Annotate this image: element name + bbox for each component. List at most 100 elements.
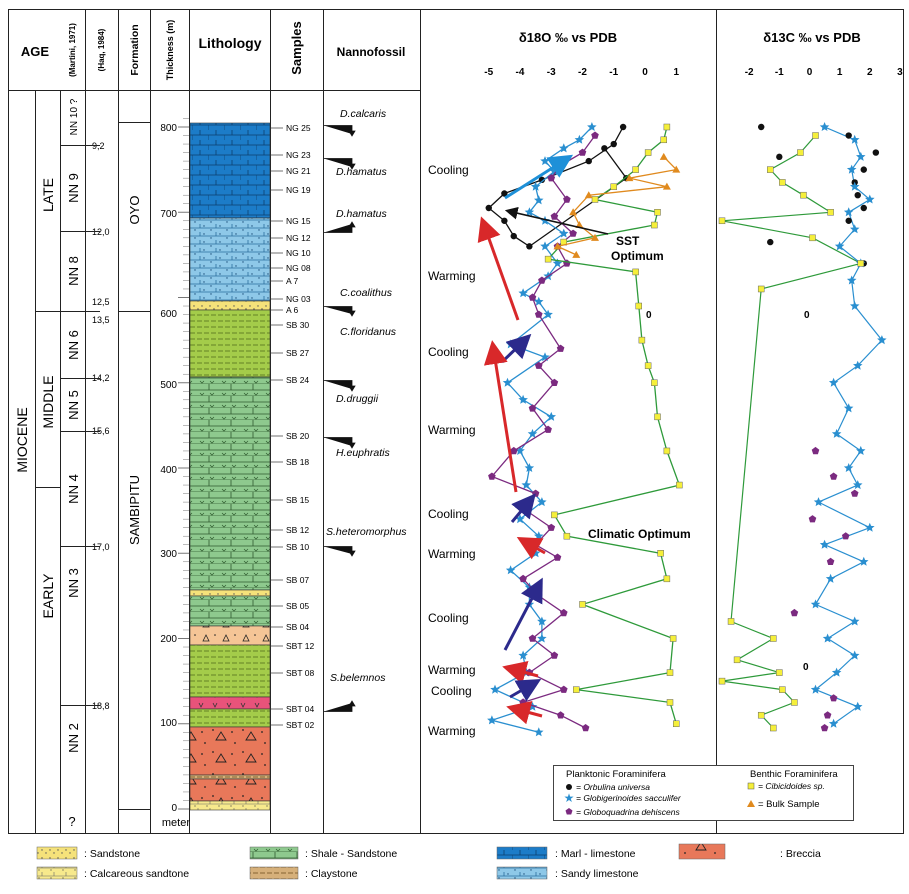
dehiscens-marker (565, 808, 573, 815)
data-point-cibicidoides (663, 575, 671, 583)
orbulina-marker (566, 784, 572, 790)
data-point-bulk (553, 242, 562, 250)
sample-label: SB 04 (286, 622, 309, 632)
data-point-cibicidoides (718, 677, 726, 685)
swatch-shale-sandstone (249, 846, 299, 860)
sample-label: NG 25 (286, 123, 311, 133)
data-point-orbulina (776, 153, 783, 161)
data-point-dehiscens (581, 724, 590, 732)
data-point-bulk (569, 208, 578, 216)
data-point-bulk (591, 233, 599, 241)
legend-entry: = Globigerinoides sacculifer (576, 793, 682, 803)
data-point-cibicidoides (797, 149, 804, 156)
data-point-cibicidoides (591, 196, 599, 203)
thickness-tick-label: 0 (171, 803, 177, 814)
data-point-orbulina (860, 204, 867, 212)
data-point-dehiscens (808, 515, 817, 523)
data-point-orbulina (619, 123, 627, 131)
zone-label: NN 10 ? (69, 98, 80, 135)
climate-arrows (477, 154, 609, 725)
climate-label: Warming (428, 663, 476, 677)
data-point-orbulina (538, 176, 546, 184)
header-haq: (Haq, 1984) (97, 28, 106, 71)
data-point-bulk (662, 182, 671, 190)
axis-tick-label: 0 (642, 67, 648, 78)
thickness-unit: meter (162, 817, 190, 829)
header-martini: (Martini, 1971) (68, 23, 77, 77)
header-age: AGE (21, 44, 50, 59)
data-point-sacculifer (518, 394, 528, 404)
data-point-cibicidoides (770, 635, 777, 642)
legend-label: : Marl - limestone (555, 848, 636, 860)
lith-breccia (189, 726, 271, 776)
d18o-axis: -5 -4 -3 -2 -1 0 1 (484, 67, 679, 78)
thickness-tick-label: 100 (160, 718, 177, 729)
swatch-calc-sandstone (36, 866, 78, 880)
data-point-dehiscens (811, 446, 820, 455)
data-point-orbulina (526, 243, 533, 250)
data-point-dehiscens (790, 608, 799, 617)
data-point-sacculifer (546, 411, 556, 421)
thickness-labels: 800 700 600 500 400 300 200 100 0 meter (160, 123, 190, 829)
frame (8, 9, 904, 834)
legend-label: : Claystone (305, 868, 358, 880)
legend-label: : Calcareous sandtone (84, 868, 189, 880)
nannofossil-label: D.hamatus (336, 208, 388, 220)
data-point-cibicidoides (663, 447, 671, 455)
data-point-orbulina (767, 238, 774, 246)
data-point-dehiscens (547, 523, 556, 531)
axis-tick-label: -2 (578, 67, 587, 78)
data-point-orbulina (860, 166, 867, 173)
data-point-cibicidoides (638, 336, 646, 344)
data-point-sacculifer (831, 667, 842, 677)
data-point-cibicidoides (563, 532, 571, 540)
data-point-cibicidoides (654, 209, 661, 216)
zone-label: NN 3 (66, 568, 81, 598)
data-point-sacculifer (515, 445, 525, 455)
data-point-cibicidoides (718, 217, 726, 225)
lithology-column (189, 122, 271, 811)
data-point-sacculifer (574, 134, 585, 144)
data-point-orbulina (510, 232, 517, 240)
data-point-cibicidoides (857, 260, 865, 267)
sample-label: A 7 (286, 276, 299, 286)
swatch-breccia (678, 843, 726, 860)
zone-label: NN 8 (66, 256, 81, 286)
data-point-sacculifer (850, 650, 860, 660)
data-point-cibicidoides (660, 136, 667, 144)
data-point-cibicidoides (779, 686, 786, 693)
data-point-cibicidoides (757, 711, 765, 719)
axis-tick-label: 1 (673, 67, 679, 78)
nannofossil-label: S.belemnos (330, 672, 386, 684)
data-point-sacculifer (490, 684, 500, 694)
data-point-cibicidoides (779, 179, 786, 186)
data-point-cibicidoides (573, 686, 580, 693)
sample-label: SBT 08 (286, 668, 314, 678)
sample-label: SB 07 (286, 575, 309, 585)
data-point-dehiscens (550, 378, 559, 386)
data-point-sacculifer (518, 288, 528, 298)
legend-label: : Shale - Sandstone (305, 848, 397, 860)
axis-tick-label: -5 (484, 67, 493, 78)
sample-label: SB 30 (286, 320, 309, 330)
data-point-dehiscens (559, 685, 568, 693)
data-point-orbulina (610, 140, 617, 148)
legend-title: Benthic Foraminifera (750, 769, 838, 780)
haq-age: 17,0 (92, 542, 110, 552)
bulk-marker (747, 800, 755, 807)
data-point-dehiscens (556, 344, 565, 352)
axis-tick-label: -3 (547, 67, 556, 78)
zone-label: NN 2 (66, 723, 81, 753)
sst-optimum-label: SST (616, 234, 640, 248)
zone-label: NN 4 (66, 474, 81, 504)
sample-label: SB 20 (286, 431, 309, 441)
lith-marl (189, 122, 271, 219)
data-point-sacculifer (846, 275, 857, 285)
data-point-dehiscens (531, 489, 540, 497)
sample-label: NG 21 (286, 166, 311, 176)
data-point-cibicidoides (770, 724, 777, 732)
series-line (721, 135, 863, 729)
sample-label: SB 15 (286, 495, 309, 505)
axis-tick-label: -1 (775, 67, 784, 78)
data-point-sacculifer (537, 497, 547, 507)
